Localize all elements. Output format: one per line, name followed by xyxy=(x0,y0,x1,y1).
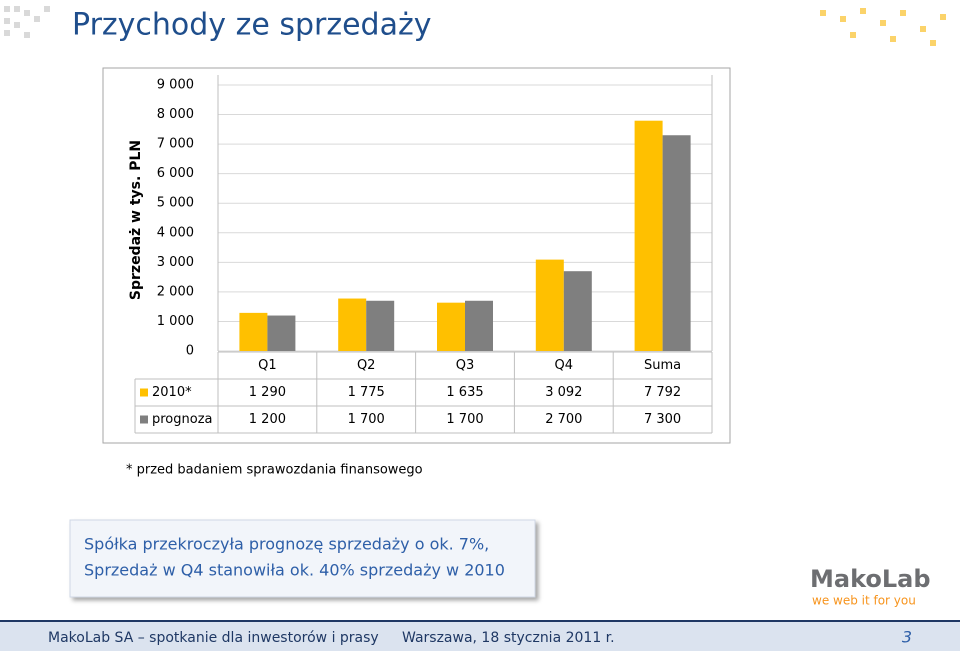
bar xyxy=(634,120,663,351)
callout-line: Sprzedaż w Q4 stanowiła ok. 40% sprzedaż… xyxy=(84,561,505,580)
footnote: * przed badaniem sprawozdania finansoweg… xyxy=(126,463,423,478)
x-tick-label: Q4 xyxy=(555,358,574,373)
value-label: 1 775 xyxy=(348,385,385,400)
x-tick-label: Q3 xyxy=(456,358,475,373)
y-tick-label: 6 000 xyxy=(157,166,194,181)
bar xyxy=(239,312,268,351)
legend-label: 2010* xyxy=(152,385,192,400)
y-tick-label: 4 000 xyxy=(157,225,194,240)
value-label: 1 200 xyxy=(249,412,286,427)
page-number: 3 xyxy=(902,628,912,647)
bar xyxy=(662,135,691,351)
value-label: 3 092 xyxy=(545,385,582,400)
value-label: 1 700 xyxy=(348,412,385,427)
bar xyxy=(267,315,296,351)
footer-bar xyxy=(0,621,960,651)
value-label: 7 792 xyxy=(644,385,681,400)
value-label: 2 700 xyxy=(545,412,582,427)
logo-name: MakoLab xyxy=(810,565,931,593)
bar xyxy=(338,298,367,351)
y-tick-label: 2 000 xyxy=(157,284,194,299)
bar xyxy=(437,302,465,351)
y-tick-label: 3 000 xyxy=(157,255,194,270)
x-tick-label: Suma xyxy=(644,358,681,373)
callout-line: Spółka przekroczyła prognozę sprzedaży o… xyxy=(84,535,489,554)
bar xyxy=(366,300,395,351)
value-label: 7 300 xyxy=(644,412,681,427)
footer-left: MakoLab SA – spotkanie dla inwestorów i … xyxy=(48,630,379,646)
y-tick-label: 1 000 xyxy=(157,314,194,329)
x-tick-label: Q2 xyxy=(357,358,376,373)
bar xyxy=(563,271,592,351)
slide-title: Przychody ze sprzedaży xyxy=(72,8,431,43)
y-tick-label: 9 000 xyxy=(157,78,194,93)
chart-frame xyxy=(102,67,731,444)
logo-tagline: we web it for you xyxy=(812,594,916,608)
y-axis-label: Sprzedaż w tys. PLN xyxy=(128,140,144,300)
y-tick-label: 7 000 xyxy=(157,137,194,152)
bar xyxy=(465,300,493,351)
y-tick-label: 0 xyxy=(186,344,194,359)
value-label: 1 635 xyxy=(446,385,483,400)
legend-swatch xyxy=(140,415,148,424)
callout-box xyxy=(69,519,536,598)
y-tick-label: 8 000 xyxy=(157,107,194,122)
x-tick-label: Q1 xyxy=(258,358,277,373)
value-label: 1 290 xyxy=(249,385,286,400)
legend-label: prognoza xyxy=(152,412,213,427)
y-tick-label: 5 000 xyxy=(157,196,194,211)
bar xyxy=(535,259,564,351)
legend-swatch xyxy=(140,388,148,397)
value-label: 1 700 xyxy=(446,412,483,427)
decor-dots xyxy=(4,6,946,46)
footer-center: Warszawa, 18 stycznia 2011 r. xyxy=(402,630,615,646)
